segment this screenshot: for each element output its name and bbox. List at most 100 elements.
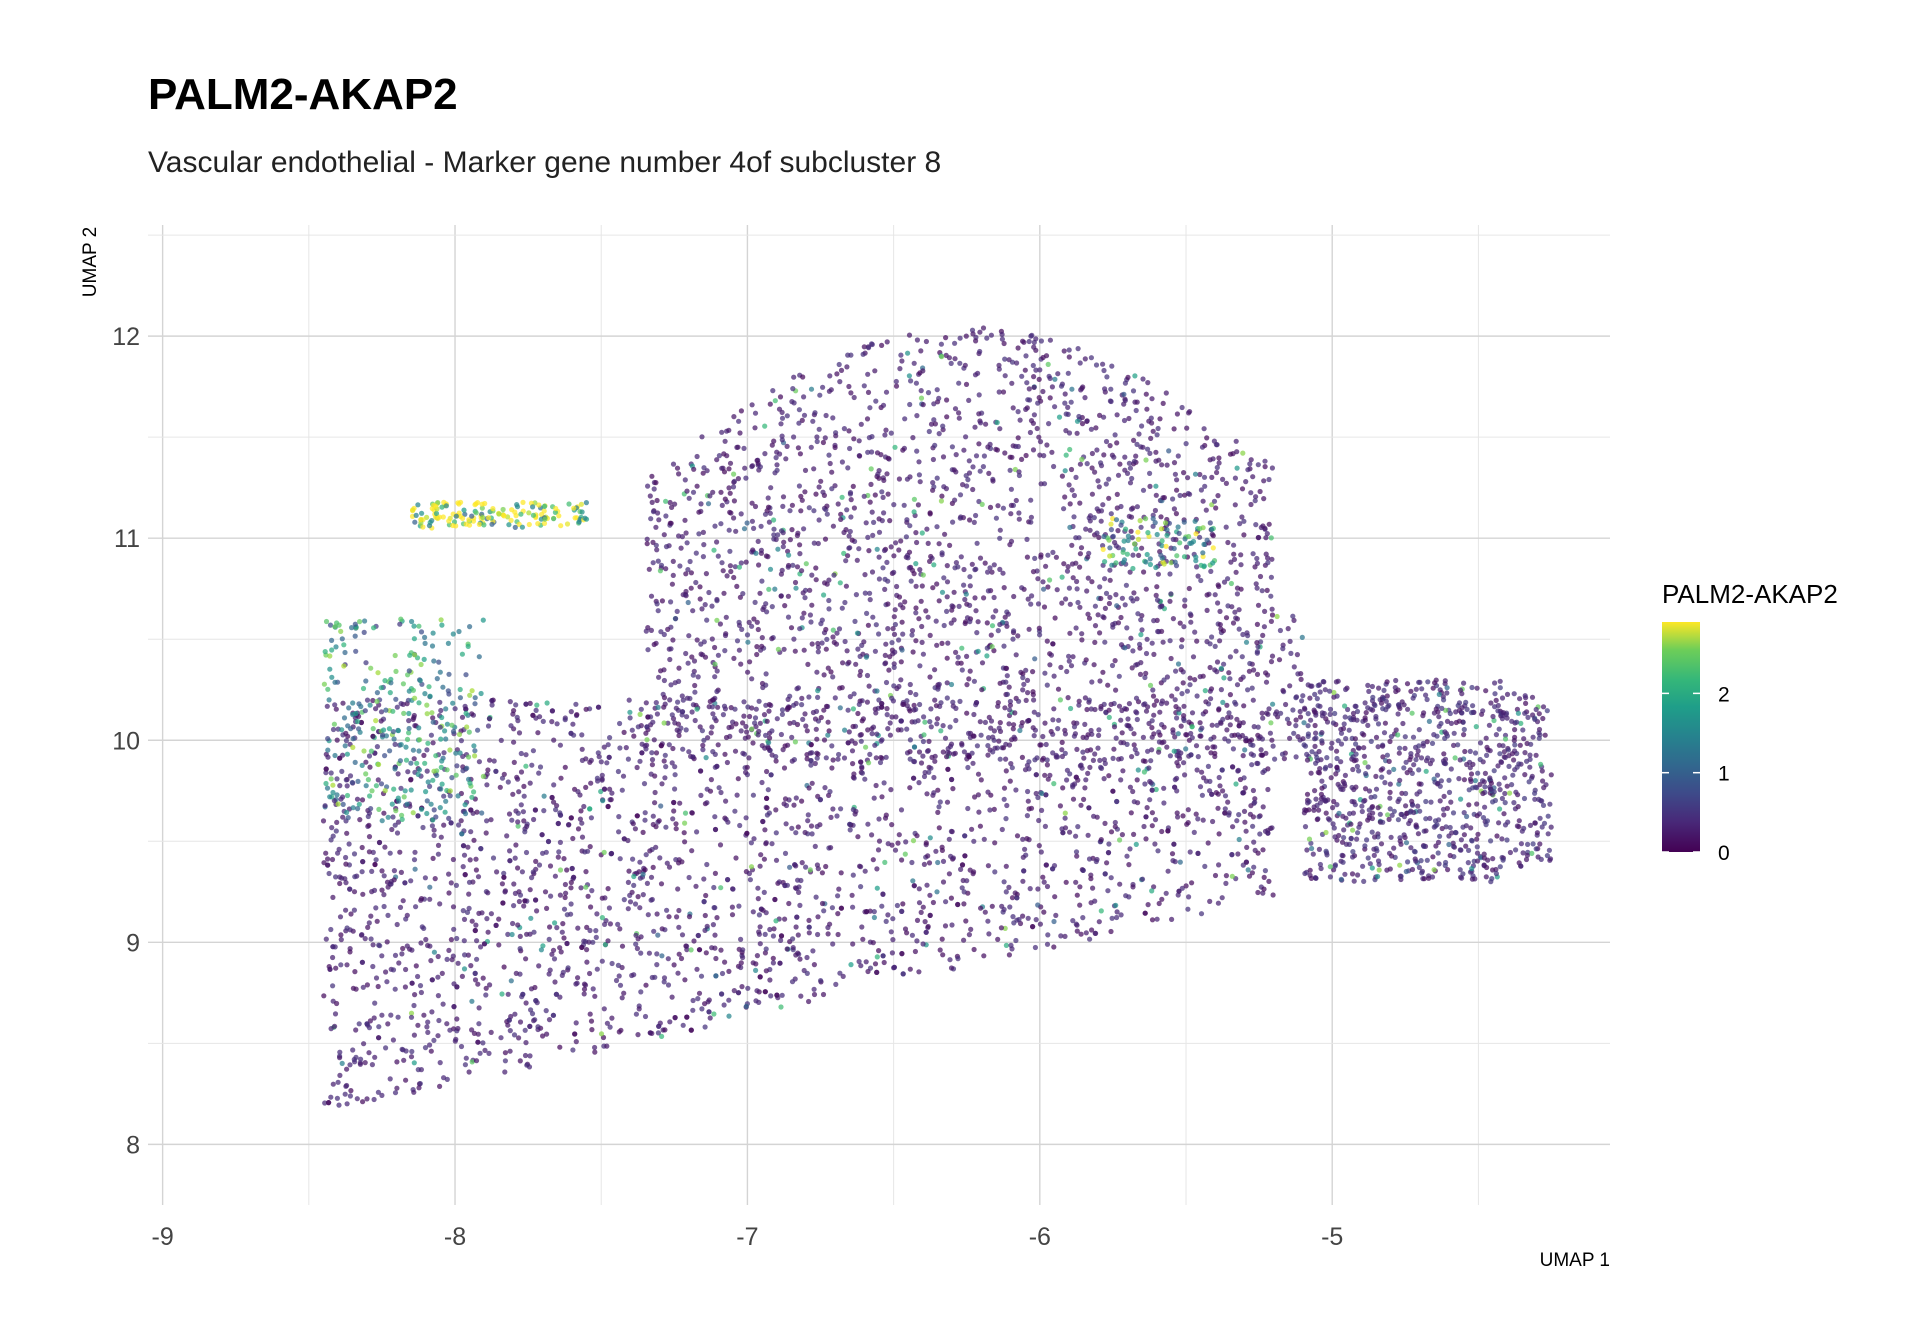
data-point [1077, 564, 1083, 570]
data-point [1198, 577, 1204, 584]
data-point [934, 387, 940, 393]
data-point [460, 764, 466, 770]
data-point [751, 836, 757, 842]
data-point [333, 874, 339, 880]
data-point [557, 839, 564, 846]
data-point [824, 503, 830, 509]
data-point [1188, 752, 1194, 758]
data-point [1059, 600, 1065, 606]
data-point [785, 593, 792, 599]
data-point [1129, 665, 1135, 671]
data-point [505, 779, 511, 785]
data-point [1212, 643, 1218, 650]
data-point [782, 882, 788, 889]
data-point [598, 1031, 605, 1037]
data-point [577, 816, 584, 822]
data-point [1092, 898, 1098, 904]
data-point [1274, 613, 1280, 620]
data-point [1222, 806, 1228, 812]
data-point [583, 884, 589, 890]
data-point [344, 1066, 350, 1072]
data-point [555, 820, 561, 827]
data-point [563, 890, 569, 896]
data-point [712, 945, 718, 951]
data-point [738, 560, 744, 566]
data-point [817, 797, 824, 803]
data-point [402, 880, 408, 886]
data-point [848, 497, 854, 503]
data-point [429, 823, 435, 829]
data-point [1131, 831, 1137, 838]
data-point [484, 916, 490, 922]
data-point [336, 1102, 342, 1108]
data-point [461, 852, 468, 858]
data-point [465, 844, 471, 850]
data-point [914, 938, 920, 944]
data-point [858, 738, 864, 744]
data-point [1067, 630, 1073, 636]
data-point [789, 527, 795, 533]
data-point [1106, 773, 1112, 779]
data-point [1299, 698, 1305, 704]
data-point [1257, 573, 1264, 580]
data-point [1087, 764, 1093, 771]
data-point [392, 741, 398, 748]
data-point [996, 362, 1002, 368]
data-point [508, 978, 514, 984]
data-point [913, 610, 919, 616]
data-point [1525, 841, 1531, 848]
data-point [1105, 888, 1111, 894]
data-point [826, 577, 832, 583]
data-point [768, 485, 774, 491]
data-point [568, 885, 574, 891]
data-point [1131, 458, 1137, 464]
data-point [1493, 732, 1499, 738]
data-point [807, 612, 814, 618]
data-point [801, 647, 807, 653]
data-point [322, 1100, 328, 1106]
data-point [330, 726, 337, 733]
data-point [379, 953, 385, 959]
data-point [1465, 860, 1471, 866]
data-point [685, 567, 691, 573]
data-point [425, 942, 431, 949]
data-point [906, 332, 913, 338]
data-point [1418, 755, 1425, 761]
data-point [347, 949, 353, 955]
data-point [984, 620, 990, 626]
data-point [1281, 756, 1287, 762]
data-point [1087, 513, 1093, 519]
data-point [1309, 749, 1315, 755]
data-point [655, 558, 661, 564]
data-point [1260, 632, 1266, 639]
data-point [1089, 491, 1095, 497]
data-point [1330, 805, 1336, 811]
data-point [523, 763, 529, 769]
data-point [842, 727, 848, 733]
data-point [366, 753, 373, 759]
data-point [1327, 763, 1333, 769]
data-point [1015, 409, 1021, 415]
data-point [1096, 484, 1102, 490]
data-point [606, 905, 613, 911]
data-point [944, 680, 950, 686]
data-point [1094, 447, 1100, 453]
data-point [934, 642, 940, 648]
data-point [961, 889, 967, 895]
data-point [458, 738, 464, 744]
data-point [656, 1023, 662, 1029]
data-point [461, 916, 468, 923]
data-point [547, 924, 553, 930]
data-point [431, 1037, 437, 1043]
data-point [844, 364, 850, 370]
data-point [1046, 421, 1052, 427]
data-point [1252, 564, 1258, 570]
data-point [690, 608, 696, 614]
data-point [802, 489, 808, 495]
data-point [334, 737, 340, 743]
data-point [1176, 706, 1182, 712]
data-point [767, 735, 773, 741]
data-point [1026, 837, 1032, 843]
data-point [1040, 388, 1046, 395]
data-point [1238, 586, 1244, 592]
